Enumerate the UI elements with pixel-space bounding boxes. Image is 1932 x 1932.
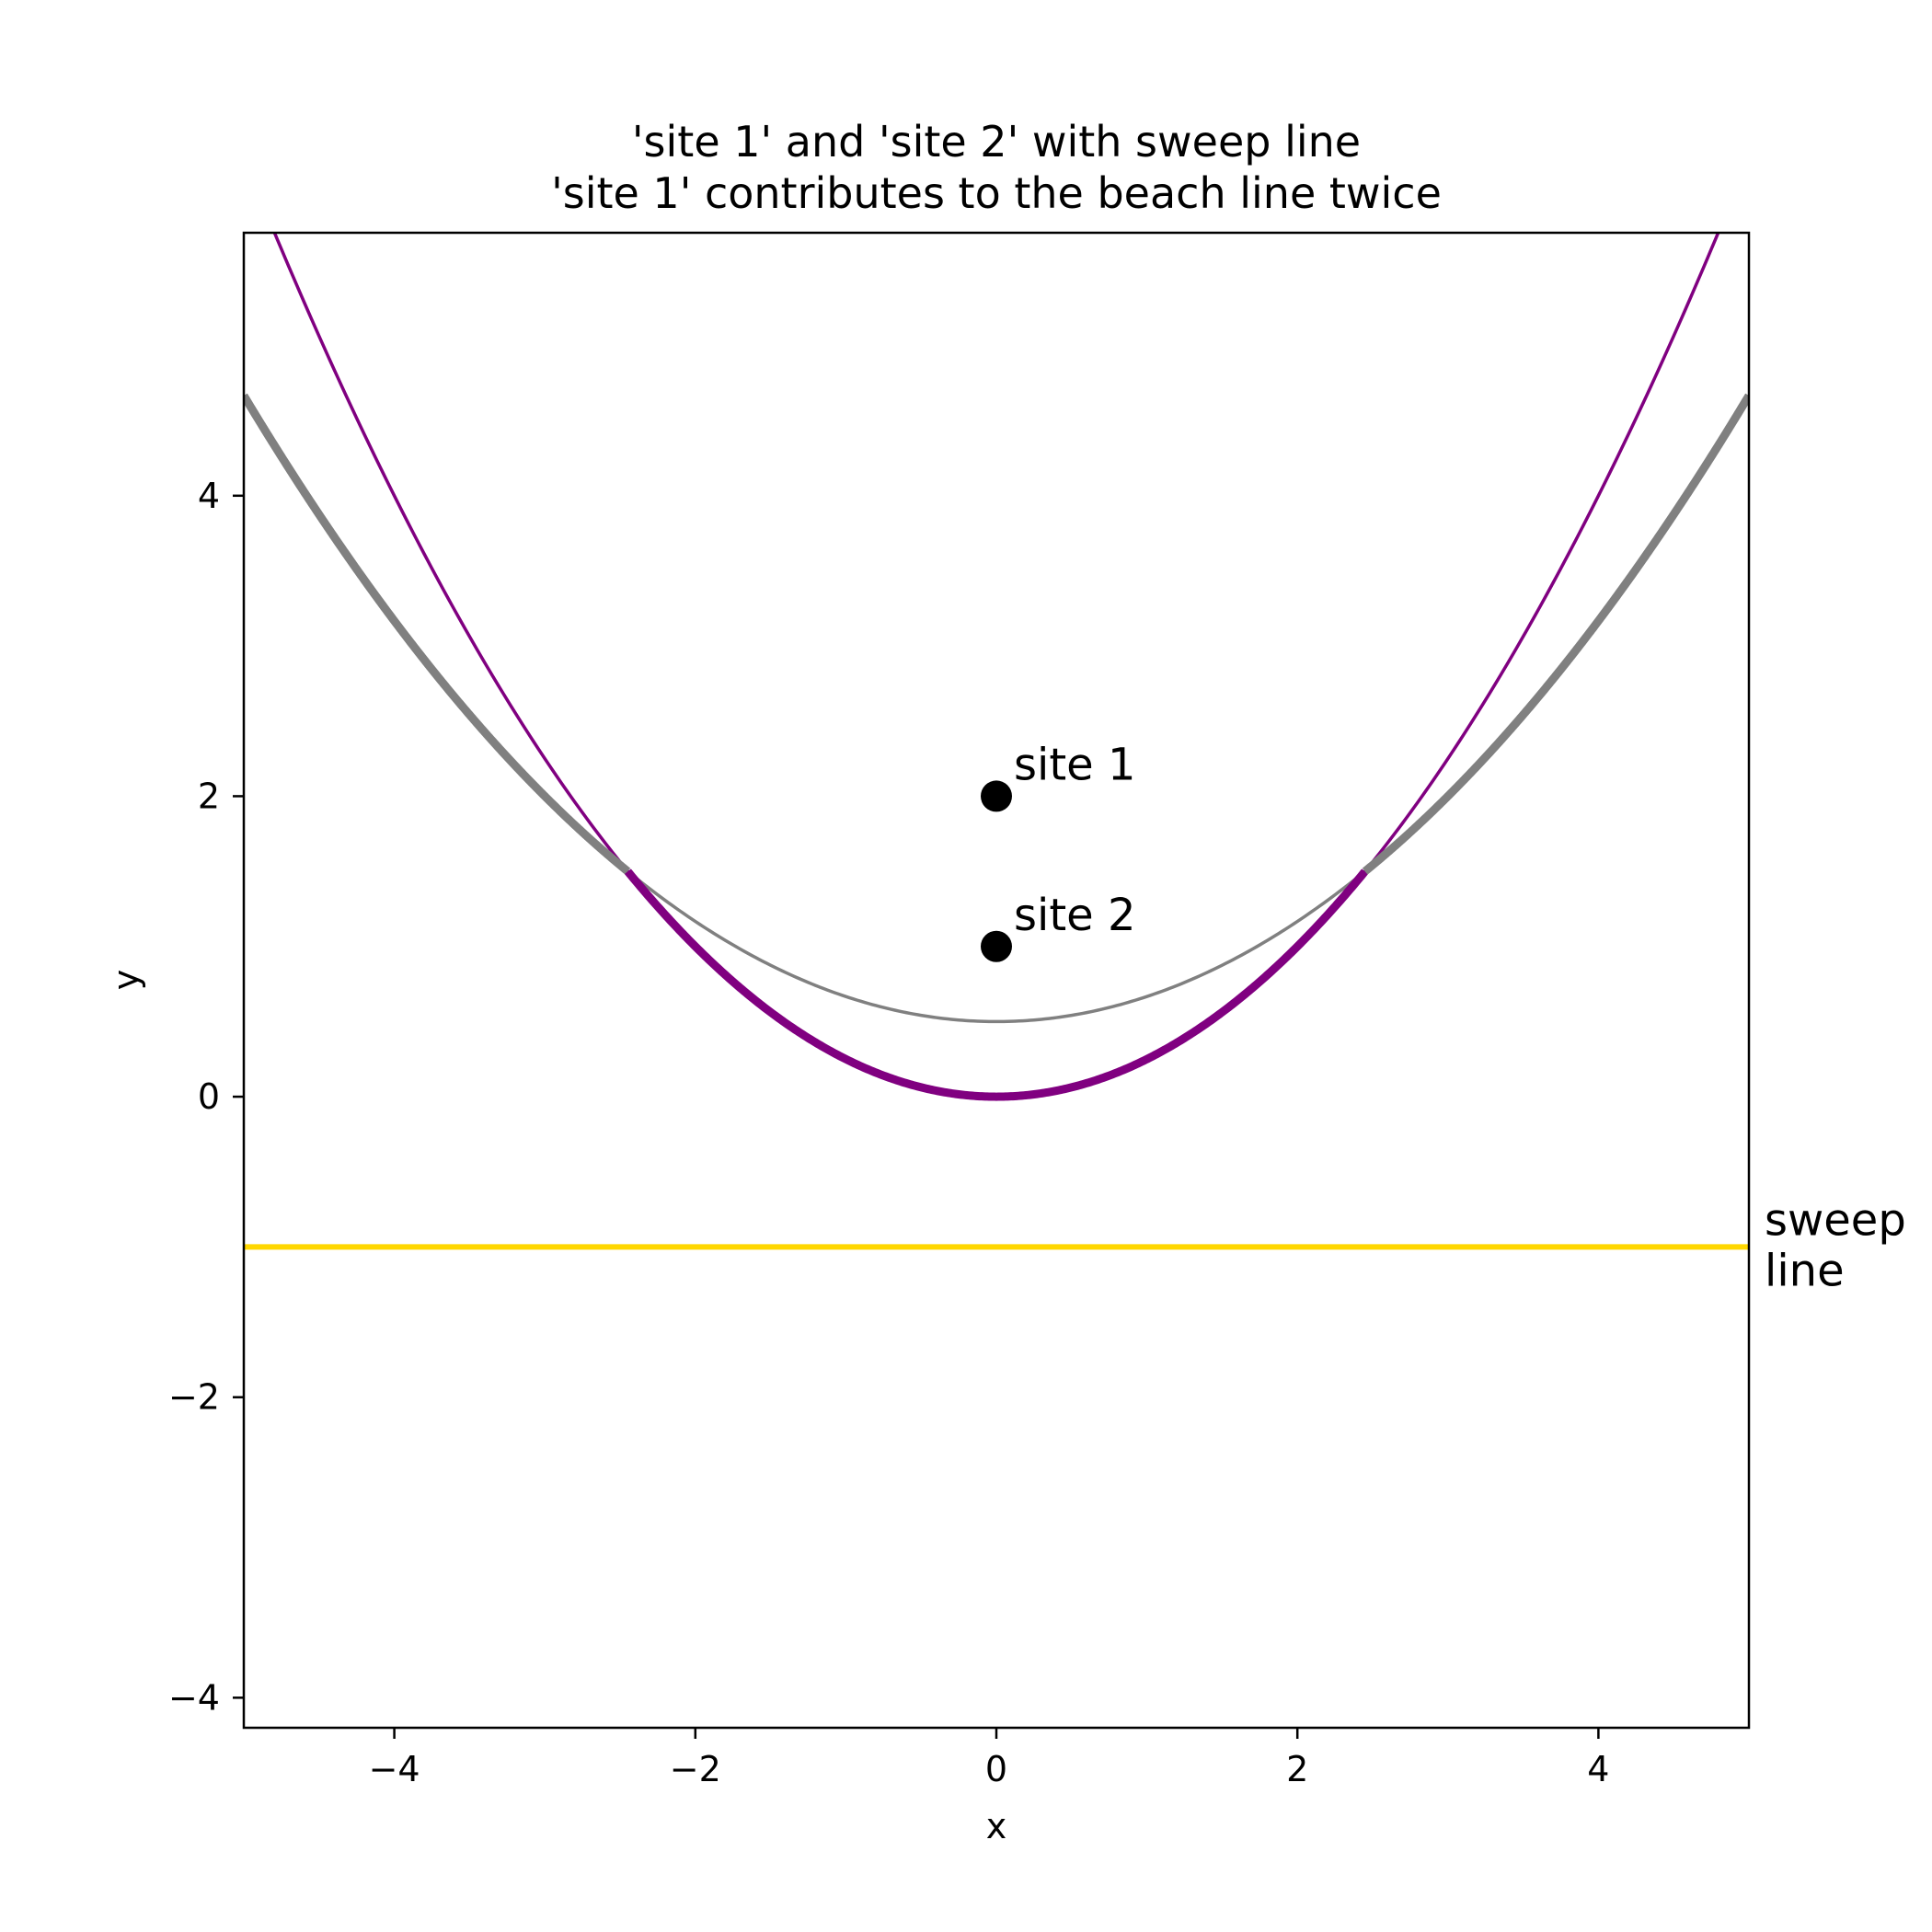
x-axis-label: x <box>986 1806 1007 1846</box>
site-2-point <box>981 930 1012 962</box>
beach-line-site-1-right <box>1362 393 1749 875</box>
x-tick-label: −2 <box>670 1749 721 1789</box>
plot-area <box>244 233 1749 1250</box>
site-1-label: site 1 <box>1014 739 1136 790</box>
y-tick-label: −2 <box>168 1377 220 1418</box>
y-tick-label: 4 <box>198 476 220 516</box>
site-2-label: site 2 <box>1014 890 1136 941</box>
y-tick-label: 0 <box>198 1076 220 1117</box>
y-tick-label: −4 <box>168 1677 220 1718</box>
sweep-line-label-line-1: sweep <box>1765 1194 1906 1246</box>
chart-title-line-2: 'site 1' contributes to the beach line t… <box>551 168 1442 218</box>
x-tick-label: 2 <box>1286 1749 1308 1789</box>
y-tick-label: 2 <box>198 776 220 816</box>
x-tick-label: 4 <box>1587 1749 1609 1789</box>
site-1-point <box>981 780 1012 812</box>
beach-line-site-1-left <box>244 393 631 875</box>
x-axis-ticks: −4 −2 0 2 4 <box>369 1728 1609 1789</box>
beach-line-site-2 <box>624 868 1369 1101</box>
x-tick-label: −4 <box>369 1749 420 1789</box>
y-axis-label: y <box>106 970 146 991</box>
sweep-line-label-line-2: line <box>1765 1245 1845 1296</box>
x-tick-label: 0 <box>985 1749 1007 1789</box>
y-axis-ticks: −4 −2 0 2 4 <box>168 476 244 1718</box>
chart-title-line-1: 'site 1' and 'site 2' with sweep line <box>632 117 1361 167</box>
